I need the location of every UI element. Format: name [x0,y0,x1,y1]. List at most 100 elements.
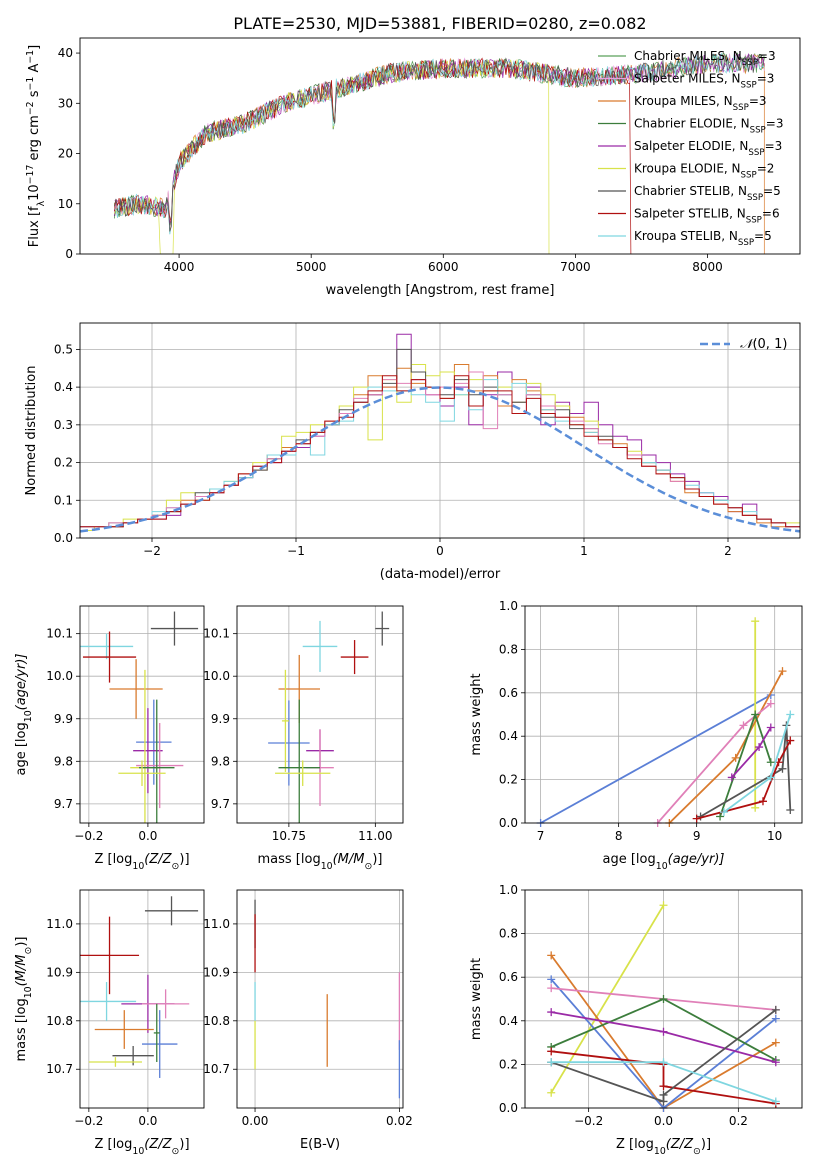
legend-entry: Chabrier MILES, NSSP=3 [634,49,776,68]
axes-frame [524,889,803,1109]
y-axis-label: Normed distribution [24,366,39,496]
legend-entry: Salpeter ELODIE, NSSP=3 [634,139,782,158]
x-tick-label: −0.2 [74,1114,103,1128]
data-point [716,812,725,821]
y-tick-label: 9.7 [211,797,230,811]
axes-frame [236,605,404,824]
age_vs_Z-panel: −0.2 0.0 9.7 9.8 9.9 10.0 10.1 Z [log10(Z/Z⊙)] a… [14,605,205,872]
data-point [771,1005,780,1014]
data-point [659,995,668,1003]
y-axis-label: Flux [fλ10−17 erg cm−2 s−1 A−1] [25,45,47,247]
axes-frame [79,889,205,1109]
x-axis-label: wavelength [Angstrom, rest frame] [326,283,555,298]
data-point [659,1058,668,1067]
y-axis-label: mass weight [469,958,484,1040]
x-tick-label: 7000 [560,260,591,274]
y-tick-label: 9.9 [54,712,73,726]
residuals-panel: −2 −1 0 1 2 0.0 0.1 0.2 0.3 0.4 0.5 (data-model)/er… [24,322,801,582]
series-line [550,978,777,1108]
x-axis-label: age [log10(age/yr)] [603,852,725,872]
y-tick-label: 10.1 [46,627,73,641]
x-tick-label: 0.00 [242,1114,269,1128]
x-tick-label: −0.2 [574,1114,603,1128]
y-tick-label: 0.5 [54,342,73,356]
axes-frame [524,605,803,824]
y-tick-label: 0.2 [499,773,518,787]
x-tick-label: 9 [693,829,701,843]
x-tick-label: 0.0 [138,829,157,843]
y-tick-label: 1.0 [499,883,518,897]
y-tick-label: 0.0 [499,816,518,830]
legend-entry: 𝒩(0, 1) [740,337,787,352]
x-tick-label: 1 [580,544,588,558]
x-tick-label: 2 [724,544,732,558]
x-axis-label: Z [log10(Z/Z⊙)] [94,1137,189,1157]
y-tick-label: 30 [58,96,73,110]
data-point [771,1058,780,1067]
y-axis-label: mass weight [469,673,484,755]
legend-entry: Kroupa ELODIE, NSSP=2 [634,162,774,181]
x-tick-label: −0.2 [74,829,103,843]
data-point [751,803,760,812]
data-point [547,1047,556,1056]
x-tick-label: 10.75 [272,829,306,843]
data-point [739,721,748,730]
weight_vs_Z-panel: −0.2 0.0 0.2 0.0 0.2 0.4 0.6 0.8 1.0 mass weight Z… [469,883,803,1157]
data-point [786,805,795,814]
x-tick-label: 0 [436,544,444,558]
spectrum-line-salpeter_stelib [113,57,632,254]
axes-frame [79,605,205,824]
data-point [771,1038,780,1047]
x-tick-label: 5000 [296,260,327,274]
y-tick-label: 0.4 [54,380,73,394]
y-tick-label: 10.9 [46,965,73,979]
x-tick-label: 4000 [164,260,195,274]
y-tick-label: 10.9 [203,965,230,979]
y-tick-label: 0.0 [54,531,73,545]
data-point [731,753,740,762]
data-point [719,808,728,817]
data-point [771,1014,780,1023]
data-point [547,1008,556,1017]
y-tick-label: 0.8 [499,927,518,941]
data-point [758,797,767,806]
series-line [700,725,792,818]
y-tick-label: 10.0 [46,669,73,683]
legend-entry: Chabrier STELIB, NSSP=5 [634,184,781,203]
series-line [656,702,772,823]
legend-entry: Salpeter STELIB, NSSP=6 [634,207,780,226]
data-point [659,1090,668,1099]
y-tick-label: 0 [65,247,73,261]
x-tick-label: 0.2 [729,1114,748,1128]
legend-entry: Salpeter MILES, NSSP=3 [634,72,774,91]
data-point [659,901,668,910]
data-point [778,764,787,773]
x-tick-label: 6000 [428,260,459,274]
axes-frame [79,37,801,255]
y-axis-label: mass [log10(M/M⊙)] [14,937,34,1062]
spectrum-line-chabrier_stelib [113,53,765,232]
x-tick-label: 8 [615,829,623,843]
x-axis-label: Z [log10(Z/Z⊙)] [616,1137,711,1157]
y-tick-label: 0.2 [54,456,73,470]
mass_vs_EBV-panel: 0.00 0.02 10.7 10.8 10.9 11.0 E(B-V) [203,889,413,1152]
x-tick-label: 8000 [692,260,723,274]
y-tick-label: 0.8 [499,642,518,656]
data-point [755,743,764,752]
spectrum-panel: 4000 5000 6000 7000 8000 0 10 20 30 40 wavelength … [25,37,801,298]
y-axis-label: age [log10(age/yr)] [14,654,34,776]
legend-entry: Kroupa MILES, NSSP=3 [634,94,767,113]
y-tick-label: 10.8 [46,1014,73,1028]
x-axis-label: Z [log10(Z/Z⊙)] [94,852,189,872]
data-point [766,758,775,767]
x-axis-label: E(B-V) [300,1137,340,1152]
y-tick-label: 10.0 [203,669,230,683]
y-tick-label: 0.6 [499,686,518,700]
data-point [766,699,775,708]
x-tick-label: −2 [143,544,161,558]
data-point [547,1058,556,1067]
y-tick-label: 10 [58,197,73,211]
x-tick-label: 10 [767,829,782,843]
histogram-step [80,375,800,538]
